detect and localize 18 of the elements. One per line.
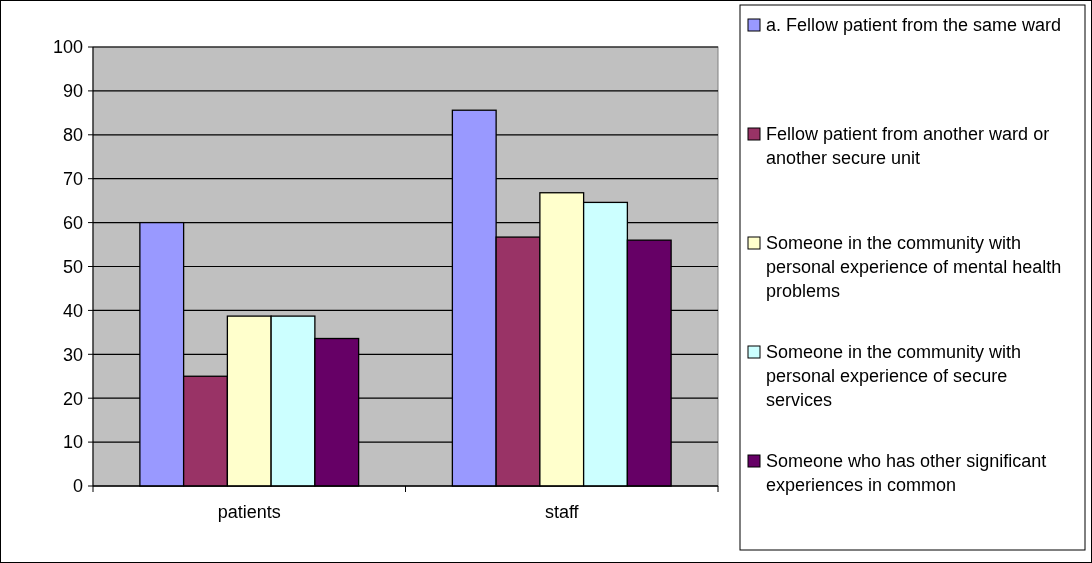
- x-tick-label: patients: [217, 502, 281, 522]
- y-tick-label: 10: [62, 432, 83, 453]
- y-tick-label: 100: [52, 37, 83, 58]
- x-tick-label: staff: [544, 502, 580, 522]
- legend-label: Fellow patient from another ward or another secure unit: [766, 124, 1050, 168]
- legend-label: Someone in the community with personal experience of secure services: [766, 342, 1022, 410]
- legend-label: Someone who has other significant experiences in common: [766, 451, 1047, 495]
- y-tick-label: 20: [62, 388, 83, 409]
- legend-label: a. Fellow patient from the same ward: [766, 15, 1062, 35]
- y-tick-label: 40: [62, 300, 83, 321]
- y-tick-label: 80: [62, 125, 83, 146]
- y-tick-label: 70: [62, 169, 83, 189]
- y-tick-label: 50: [62, 256, 83, 277]
- y-tick-label: 30: [62, 344, 83, 365]
- legend-label: Someone in the community with personal experience of mental health problems: [766, 233, 1062, 301]
- y-tick-label: 0: [72, 476, 83, 497]
- y-tick-label: 90: [62, 81, 83, 102]
- y-tick-label: 60: [62, 212, 83, 233]
